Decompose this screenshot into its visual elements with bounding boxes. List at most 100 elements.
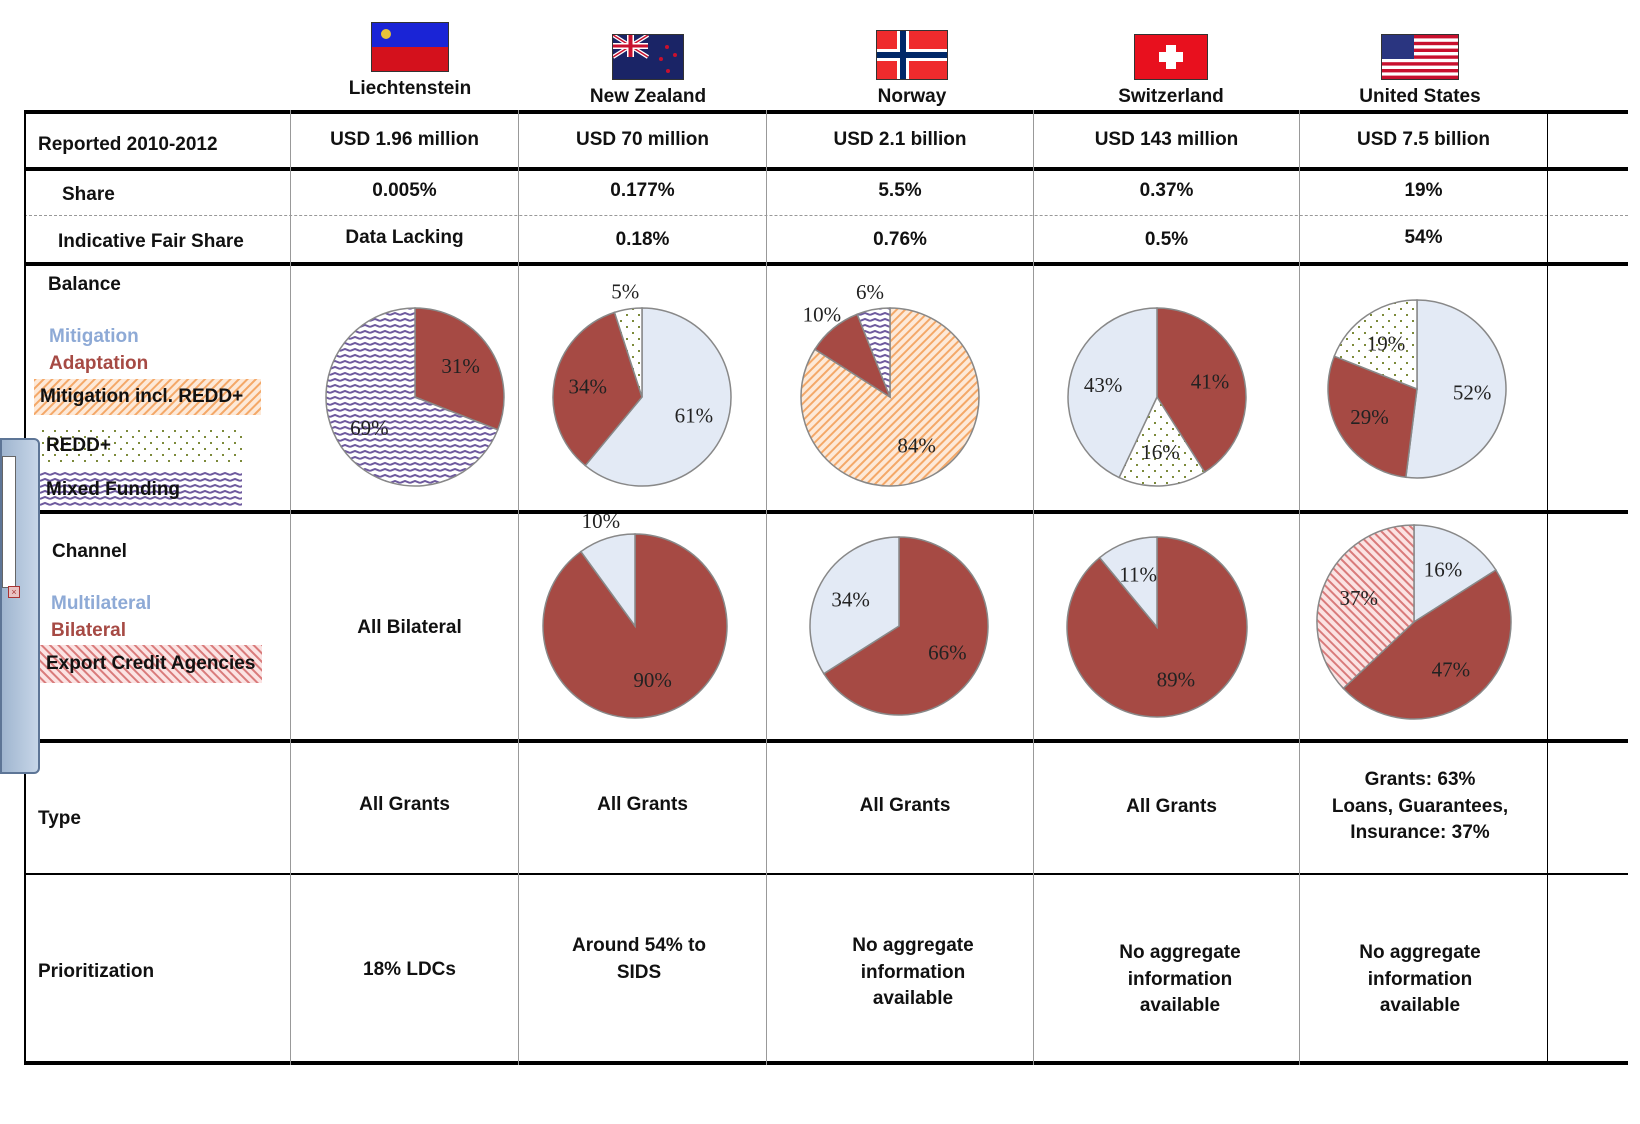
liechtenstein-flag-icon bbox=[371, 22, 449, 72]
pie-data-label: 89% bbox=[1157, 668, 1196, 692]
pie-slice-mixed-funding bbox=[325, 307, 499, 487]
legend-swatch bbox=[40, 472, 242, 508]
grid-line bbox=[1033, 110, 1034, 1065]
pie-data-label: 10% bbox=[803, 303, 842, 327]
pie-slice-mitigation bbox=[1067, 307, 1158, 479]
country-header-liechtenstein: Liechtenstein bbox=[290, 0, 530, 100]
country-name: New Zealand bbox=[589, 86, 707, 107]
pie-data-label: 37% bbox=[1340, 586, 1379, 610]
pie-data-label: 69% bbox=[350, 416, 389, 440]
grid-line bbox=[24, 510, 1628, 514]
prioritization-value: No aggregate information available bbox=[852, 935, 974, 1010]
country-header-norway: Norway bbox=[792, 0, 1032, 108]
fair-share-value: 0.5% bbox=[1144, 228, 1189, 250]
reported-value: USD 7.5 billion bbox=[1356, 129, 1491, 151]
pie-slice-mixed-funding bbox=[856, 307, 891, 398]
country-name: Liechtenstein bbox=[348, 78, 472, 99]
pie-slice-mitigation-incl-redd- bbox=[800, 307, 980, 487]
type-value: All Grants bbox=[359, 793, 450, 815]
norway-flag-icon bbox=[876, 30, 948, 80]
legend-bilateral: Bilateral bbox=[51, 620, 126, 641]
channel-all-bilateral: All Bilateral bbox=[357, 616, 462, 638]
country-header-switzerland: Switzerland bbox=[1051, 0, 1291, 108]
type-value: Grants: 63% Loans, Guarantees, Insurance… bbox=[1331, 769, 1509, 844]
legend-redd: REDD+ bbox=[40, 428, 242, 464]
type-value: All Grants bbox=[1126, 795, 1217, 817]
country-name: Norway bbox=[877, 86, 947, 107]
legend-swatch bbox=[40, 428, 242, 464]
type-value: All Grants bbox=[597, 793, 688, 815]
pie-data-label: 34% bbox=[831, 587, 870, 611]
grid-line bbox=[24, 262, 1628, 266]
share-value: 5.5% bbox=[878, 179, 922, 201]
united-states-flag-icon bbox=[1381, 34, 1459, 80]
reported-value: USD 143 million bbox=[1094, 129, 1239, 151]
legend-multilateral: Multilateral bbox=[51, 593, 152, 614]
grid-line bbox=[24, 167, 1628, 171]
legend-mitigation: Mitigation bbox=[49, 326, 139, 347]
grid-line bbox=[24, 215, 1628, 216]
share-value: 19% bbox=[1404, 179, 1443, 201]
pie-data-label: 52% bbox=[1453, 380, 1492, 404]
switzerland-flag-icon bbox=[1134, 34, 1208, 80]
pie-data-label: 11% bbox=[1119, 562, 1157, 586]
type-value: All Grants bbox=[859, 794, 951, 816]
row-label-prioritization: Prioritization bbox=[38, 961, 155, 982]
close-icon[interactable]: × bbox=[8, 586, 20, 598]
share-value: 0.005% bbox=[372, 179, 437, 201]
country-name: United States bbox=[1359, 86, 1481, 107]
grid-line bbox=[24, 110, 1628, 114]
reported-value: USD 1.96 million bbox=[330, 129, 479, 151]
pie-channel-united-states: 16% 47% 37% bbox=[1316, 524, 1512, 720]
reported-value: USD 2.1 billion bbox=[833, 129, 967, 151]
pie-slice-bilateral bbox=[1066, 536, 1248, 718]
pie-data-label: 16% bbox=[1424, 557, 1463, 581]
prioritization-value: No aggregate information available bbox=[1359, 942, 1481, 1017]
pie-slice-mitigation bbox=[1405, 299, 1507, 479]
grid-line bbox=[1547, 110, 1548, 1065]
grid-line bbox=[24, 1061, 1628, 1065]
prioritization-value: Around 54% to SIDS bbox=[571, 935, 707, 983]
pie-channel-new-zealand: 90%10% bbox=[542, 509, 728, 719]
legend-mitigation-redd: Mitigation incl. REDD+ bbox=[34, 379, 261, 415]
pie-slice-redd- bbox=[1118, 395, 1206, 487]
pie-slice-bilateral bbox=[1342, 568, 1512, 720]
pie-data-label: 43% bbox=[1084, 373, 1123, 397]
row-label-type: Type bbox=[38, 808, 81, 829]
fair-share-value: Data Lacking bbox=[345, 226, 464, 248]
pie-data-label: 90% bbox=[633, 668, 672, 692]
country-header-united-states: United States bbox=[1300, 0, 1540, 108]
grid-line bbox=[766, 110, 767, 1065]
pie-slice-mitigation bbox=[584, 307, 732, 487]
pie-data-label: 5% bbox=[611, 280, 639, 304]
pie-data-label: 84% bbox=[897, 433, 936, 457]
row-label-fair-share: Indicative Fair Share bbox=[58, 231, 244, 252]
pie-slice-multilateral bbox=[809, 536, 900, 675]
grid-line bbox=[24, 873, 1628, 875]
pie-slice-adaptation bbox=[1156, 307, 1247, 474]
row-label-share: Share bbox=[62, 184, 115, 205]
fair-share-value: 54% bbox=[1404, 226, 1443, 248]
pie-slice-redd- bbox=[1333, 299, 1418, 391]
grid-line bbox=[24, 739, 1628, 743]
prioritization-value: No aggregate information available bbox=[1119, 942, 1241, 1017]
pie-data-label: 19% bbox=[1367, 331, 1406, 355]
legend-export-credit: Export Credit Agencies bbox=[40, 645, 262, 683]
country-name: Switzerland bbox=[1118, 86, 1224, 107]
pie-slice-multilateral bbox=[1098, 536, 1158, 630]
share-value: 0.37% bbox=[1139, 179, 1194, 201]
grid-line bbox=[1299, 110, 1300, 1065]
row-label-balance: Balance bbox=[48, 274, 121, 295]
pie-data-label: 6% bbox=[856, 280, 884, 304]
partial-window-panel[interactable]: × bbox=[0, 438, 40, 774]
fair-share-value: 0.18% bbox=[615, 228, 670, 250]
pie-slice-redd- bbox=[613, 307, 643, 398]
row-label-channel: Channel bbox=[52, 541, 127, 562]
pie-slice-bilateral bbox=[822, 536, 989, 716]
pie-balance-norway: 84% 10% 6% bbox=[800, 280, 980, 487]
pie-slice-multilateral bbox=[579, 533, 636, 629]
fair-share-value: 0.76% bbox=[873, 228, 927, 250]
new-zealand-flag-icon bbox=[612, 34, 684, 80]
pie-channel-norway: 66% 34% bbox=[809, 536, 989, 716]
pie-data-label: 61% bbox=[675, 404, 714, 428]
